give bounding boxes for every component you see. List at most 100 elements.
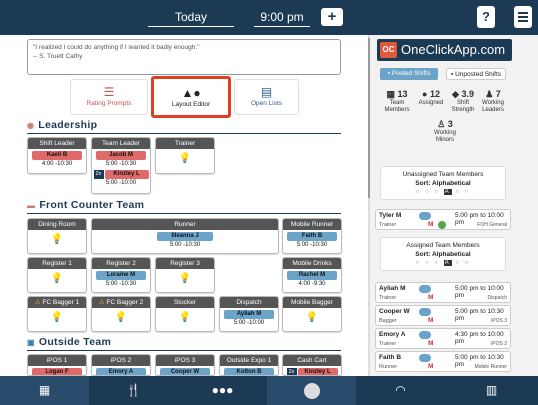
- toggle-label: Unposted Shifts: [455, 71, 501, 78]
- position-fc-bagger-2[interactable]: ⚠ FC Bagger 2 💡: [91, 296, 151, 332]
- member-role: Bagger: [379, 318, 397, 324]
- assigned-chip[interactable]: Rachel M: [287, 271, 337, 280]
- cloche-icon[interactable]: ◠: [395, 383, 406, 397]
- stat-value: 7: [495, 89, 501, 99]
- toggle-label: Posted Shifts: [391, 70, 431, 77]
- position-shift-leader[interactable]: Shift Leader Kaeli B 4:00 -10:30: [27, 137, 87, 174]
- tab-rating-prompts[interactable]: ☰ Rating Prompts: [70, 79, 148, 115]
- assigned-chip[interactable]: Jacob M: [96, 151, 146, 160]
- quote-box: "I realized I could do anything if I wan…: [27, 39, 341, 75]
- time-selector[interactable]: 9:00 pm: [254, 7, 310, 27]
- minor-icon: ♙: [437, 119, 446, 129]
- unposted-shifts-button[interactable]: ▪ Unposted Shifts: [446, 68, 506, 80]
- assigned-chip[interactable]: Illeanna J: [157, 232, 213, 241]
- section-title-text: Leadership: [38, 119, 98, 131]
- tab-bar: ☰ Rating Prompts ▲● Layout Editor ▤ Open…: [70, 76, 300, 118]
- position-fc-bagger-1[interactable]: ⚠ FC Bagger 1 💡: [27, 296, 87, 332]
- posted-shifts-button[interactable]: ▪ Posted Shifts: [380, 68, 438, 80]
- outside-icon: ▣: [27, 338, 35, 347]
- position-stocker[interactable]: Stocker 💡: [155, 296, 215, 332]
- position-register-1[interactable]: Register 1 💡: [27, 257, 87, 293]
- member-time: 5:00 pm to 10:30 pm: [455, 308, 504, 322]
- bottom-nav: ▦ 🍴 ●●● ◠ ▥: [0, 376, 538, 405]
- stat-shift-strength: ◆ 3.9 Shift Strength: [446, 89, 480, 114]
- position-mobile-bagger[interactable]: Mobile Bagger 💡: [282, 296, 342, 332]
- position-ipos-3[interactable]: iPOS 3 Cooper W: [155, 354, 215, 376]
- position-register-2[interactable]: Register 2 Loraine M 5:00 -10:30: [91, 257, 151, 293]
- sort-dots[interactable]: ○ ○ ○ A ○ ○: [415, 189, 471, 195]
- position-title-text: FC Bagger 2: [106, 299, 144, 306]
- position-mobile-drinks[interactable]: Mobile Drinks Rachel M 4:00 -9:30: [282, 257, 342, 293]
- position-title: Dispatch: [220, 297, 278, 308]
- stat-label: Working Leaders: [482, 100, 504, 113]
- section-title-text: Outside Team: [38, 336, 112, 348]
- position-title: Trainer: [156, 138, 214, 149]
- building-icon[interactable]: ▥: [485, 383, 498, 397]
- assigned-chip[interactable]: Kolton B: [224, 368, 274, 375]
- member-row[interactable]: Ayliah M 5:00 pm to 10:00 pm Trainer M D…: [375, 282, 511, 303]
- member-row[interactable]: Cooper W 5:00 pm to 10:30 pm Bagger M iP…: [375, 305, 511, 326]
- position-ipos-1[interactable]: iPOS 1 Logan F: [27, 354, 87, 376]
- sort-dots[interactable]: ○ ○ ○ A ○ ○: [415, 260, 471, 266]
- minor-mark: M: [428, 221, 434, 228]
- scrollbar-thumb[interactable]: [368, 38, 370, 198]
- assigned-chip[interactable]: Kinzley L: [104, 170, 149, 179]
- assigned-chip[interactable]: Faith B: [287, 232, 337, 241]
- stat-label: Assigned: [418, 100, 444, 106]
- member-position: iPOS 3: [491, 318, 507, 324]
- position-trainer[interactable]: Trainer 💡: [155, 137, 215, 174]
- sort-button[interactable]: Sort: Alphabetical: [415, 251, 471, 258]
- add-button[interactable]: +: [321, 8, 343, 26]
- assigned-panel: Assigned Team Members Sort: Alphabetical…: [380, 237, 506, 271]
- position-dispatch[interactable]: Dispatch Ayliah M 5:00 -10:00: [219, 296, 279, 332]
- checklist-icon: ☰: [103, 85, 115, 99]
- unassigned-panel: Unassigned Team Members Sort: Alphabetic…: [380, 166, 506, 200]
- member-name: Faith B: [379, 354, 402, 361]
- stat-working-minors: ♙ 3 Working Minors: [428, 119, 462, 144]
- minor-mark: M: [428, 363, 434, 370]
- position-outside-expo-1[interactable]: Outside Expo 1 Kolton B: [219, 354, 279, 376]
- position-mobile-runner[interactable]: Mobile Runner Faith B 5:00 -10:30: [282, 218, 342, 254]
- lightbulb-icon: 💡: [178, 153, 192, 164]
- calendar-icon[interactable]: ▦: [0, 376, 89, 405]
- date-selector[interactable]: Today: [148, 7, 234, 27]
- assigned-chip[interactable]: Kaeli B: [32, 151, 82, 160]
- utensils-icon[interactable]: 🍴: [126, 383, 141, 397]
- assigned-chip[interactable]: Kinzley L: [297, 368, 338, 375]
- green-dot-icon: [438, 221, 446, 229]
- position-title: Register 2: [92, 258, 150, 269]
- position-register-3[interactable]: Register 3 💡: [155, 257, 215, 293]
- tab-open-lists[interactable]: ▤ Open Lists: [234, 79, 299, 115]
- logo-icon[interactable]: [267, 376, 356, 405]
- hamburger-icon[interactable]: [514, 6, 532, 28]
- member-time: 5:00 pm to 10:00 pm: [455, 212, 504, 226]
- ad-banner[interactable]: OC OneClickApp.com: [377, 39, 512, 61]
- member-role: Runner: [379, 364, 398, 370]
- position-cash-cart[interactable]: Cash Cart 2x Kinzley L: [282, 354, 342, 376]
- member-row[interactable]: Tyler M 5:00 pm to 10:00 pm Trainer M FO…: [375, 209, 511, 230]
- status-badge: [419, 285, 431, 293]
- member-name: Tyler M: [379, 212, 402, 219]
- scrollbar-track[interactable]: [368, 35, 370, 376]
- stat-value: 3.9: [461, 89, 474, 99]
- position-dining-room[interactable]: Dining Room 💡: [27, 218, 87, 254]
- assigned-chip[interactable]: Logan F: [32, 368, 82, 375]
- shift-time: 5:00 -10:30: [105, 281, 137, 287]
- position-runner[interactable]: Runner Illeanna J 5:00 -10:30: [91, 218, 279, 254]
- shift-time: 5:00 -10:30: [105, 161, 137, 167]
- assigned-chip[interactable]: Emory A: [96, 368, 146, 375]
- member-row[interactable]: Emory A 4:30 pm to 10:00 pm Trainer M iP…: [375, 328, 511, 349]
- tab-layout-editor[interactable]: ▲● Layout Editor: [151, 76, 231, 118]
- assigned-chip[interactable]: Cooper W: [160, 368, 210, 375]
- member-position: iPOS 2: [491, 341, 507, 347]
- position-team-leader[interactable]: Team Leader Jacob M 5:00 -10:30 2x Kinzl…: [91, 137, 151, 194]
- warning-icon: ⚠: [34, 299, 43, 306]
- help-button[interactable]: ?: [477, 6, 495, 28]
- member-row[interactable]: Faith B 5:00 pm to 10:30 pm Runner M Mob…: [375, 351, 511, 372]
- team-icon[interactable]: ●●●: [211, 383, 234, 397]
- front-counter-icon: ▬: [27, 201, 36, 210]
- position-ipos-2[interactable]: iPOS 2 Emory A: [91, 354, 151, 376]
- sort-button[interactable]: Sort: Alphabetical: [415, 180, 471, 187]
- assigned-chip[interactable]: Loraine M: [96, 271, 146, 280]
- assigned-chip[interactable]: Ayliah M: [224, 310, 274, 319]
